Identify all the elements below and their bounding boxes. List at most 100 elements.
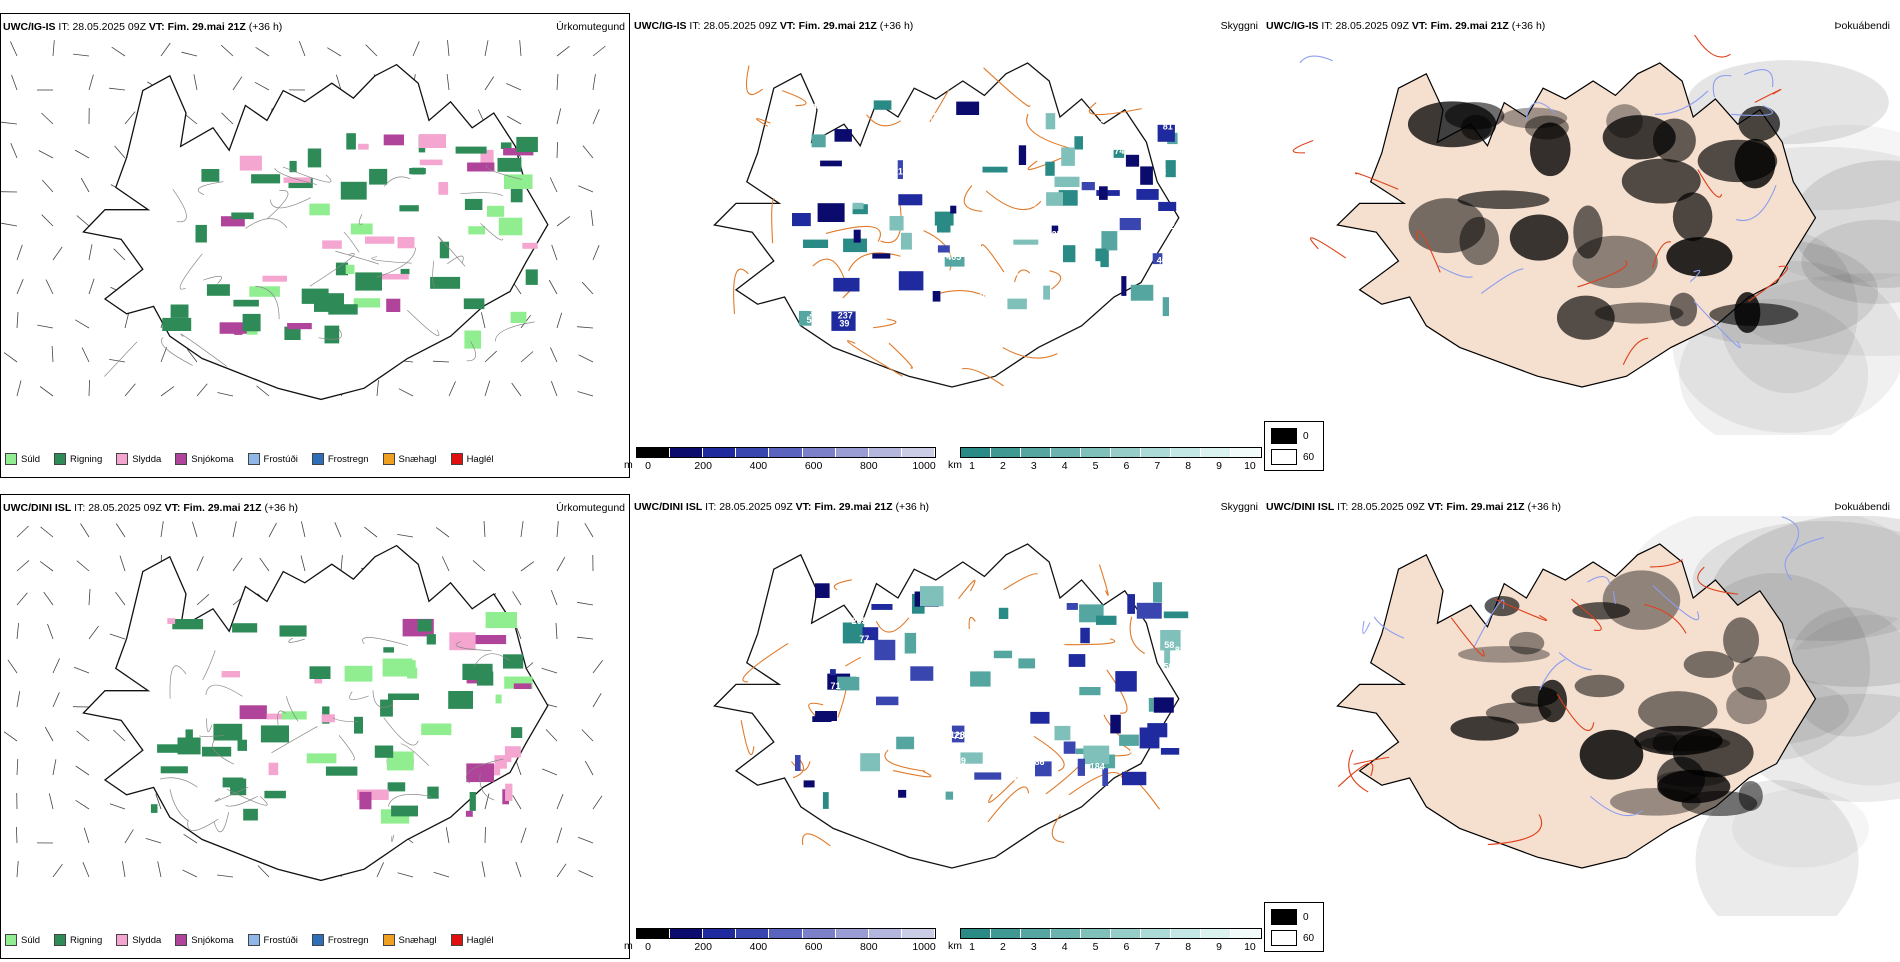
ceiling-label: 77 (821, 288, 831, 298)
cloud-cell (1126, 155, 1139, 167)
precip-type-panel-row1: UWC/IG-IS IT: 28.05.2025 09Z VT: Fim. 29… (0, 13, 630, 478)
precip-cell (358, 144, 369, 150)
cloud-cell (1122, 772, 1146, 785)
wind-barb (73, 54, 89, 56)
wind-barb (44, 592, 53, 605)
colorbar-tick: 10 (1244, 941, 1256, 953)
wind-barb (75, 150, 89, 158)
colorbar-cell (769, 448, 802, 457)
panel-title: Þokuábendi (1835, 501, 1890, 513)
colorbar-strip (636, 447, 936, 458)
wind-barb (53, 759, 56, 775)
road-river-line (1683, 35, 1731, 57)
precip-cell (399, 205, 418, 211)
cloud-cell (815, 583, 830, 598)
vt-value: Fim. 29.mai 21Z (1446, 501, 1524, 513)
ceiling-label: 25 (876, 300, 886, 310)
precip-cell (261, 725, 289, 742)
ceiling-label: 71 (949, 303, 959, 313)
wind-barb (89, 75, 93, 90)
wind-barb (52, 346, 53, 362)
wind-barb (577, 327, 593, 328)
wind-barb (521, 828, 526, 843)
legend-label: Slydda (132, 454, 161, 465)
cloud-cell (970, 671, 991, 686)
precip-cell (322, 714, 335, 722)
ceiling-label: 237 (838, 310, 853, 320)
wind-barb (17, 759, 18, 775)
legend-item-1: Rigning (54, 453, 102, 465)
cloud-cell (1064, 742, 1076, 754)
cloud-cell (871, 604, 892, 610)
wind-barb (77, 216, 89, 226)
ceiling-label: 28 (857, 175, 867, 185)
legend-label: Snæhagl (399, 935, 437, 946)
precip-cell (384, 135, 404, 146)
precip-cell (346, 133, 356, 149)
legend-swatch (5, 934, 17, 946)
wind-barb (550, 178, 557, 193)
wind-barb (125, 112, 135, 124)
precip-cell (464, 298, 485, 309)
wind-barb (447, 74, 449, 90)
precip-cell (421, 724, 451, 736)
wind-barb (377, 862, 384, 877)
precip-cell (388, 694, 419, 701)
cloud-cell (974, 772, 1001, 779)
fog-blob (1485, 596, 1520, 616)
cloud-cell (1055, 177, 1080, 187)
precip-cell (462, 664, 492, 680)
precip-cell (375, 746, 393, 758)
colorbar-unit: m (624, 459, 633, 471)
precip-cell (309, 204, 329, 216)
cloud-cell (833, 278, 859, 292)
cloud-cell (1096, 616, 1117, 625)
wind-barb (17, 312, 18, 328)
wind-barb (17, 560, 29, 571)
wind-barb (364, 527, 377, 537)
fog-blob (1557, 296, 1615, 340)
ceiling-label: 78 (1053, 608, 1063, 618)
fog-swatch-0 (1271, 909, 1297, 925)
colorbar-cell (769, 929, 802, 938)
ceiling-label: 205 (852, 616, 867, 626)
wind-barb (116, 592, 126, 605)
ceiling-label: 100 (955, 670, 970, 680)
cloud-cell (792, 213, 811, 226)
colorbar-cell (1141, 448, 1171, 457)
wind-barb (449, 381, 456, 396)
it-label: IT: (689, 20, 700, 32)
colorbar-cell (1081, 929, 1111, 938)
ceiling-label: 57 (807, 315, 817, 325)
cloud-cell (994, 651, 1012, 659)
wind-barb (17, 623, 19, 639)
it-label: IT: (58, 21, 69, 33)
fog-blob (1575, 675, 1625, 698)
wind-barb (436, 527, 449, 537)
wind-barb (89, 589, 90, 605)
wind-barb (258, 866, 269, 878)
panel-title: Úrkomutegund (556, 502, 625, 514)
colorbar-cell (1201, 448, 1231, 457)
iceland-landmass (83, 546, 547, 881)
ceiling-label: 125 (1047, 230, 1062, 240)
cloud-cell (1078, 759, 1085, 776)
wind-barb (521, 352, 533, 363)
colorbar-tick: 8 (1185, 460, 1191, 472)
ceiling-label: 62 (980, 289, 990, 299)
visibility-map: 3114282325332838691727748110870118395765… (632, 35, 1262, 435)
wind-barb (593, 693, 601, 707)
ceiling-label: 97 (962, 322, 972, 332)
legend-item-1: Rigning (54, 934, 102, 946)
fog-map (1264, 516, 1900, 916)
colorbar-cell (803, 929, 836, 938)
panel-header: UWC/IG-IS IT: 28.05.2025 09Z VT: Fim. 29… (634, 20, 1258, 34)
wind-barb (49, 793, 53, 809)
visibility-panel-row1: UWC/IG-IS IT: 28.05.2025 09Z VT: Fim. 29… (632, 13, 1262, 478)
precip-cell (503, 654, 523, 668)
cloud-cell (1131, 285, 1154, 301)
it-value: 28.05.2025 09Z (88, 502, 162, 514)
cloud-cell (898, 790, 906, 798)
